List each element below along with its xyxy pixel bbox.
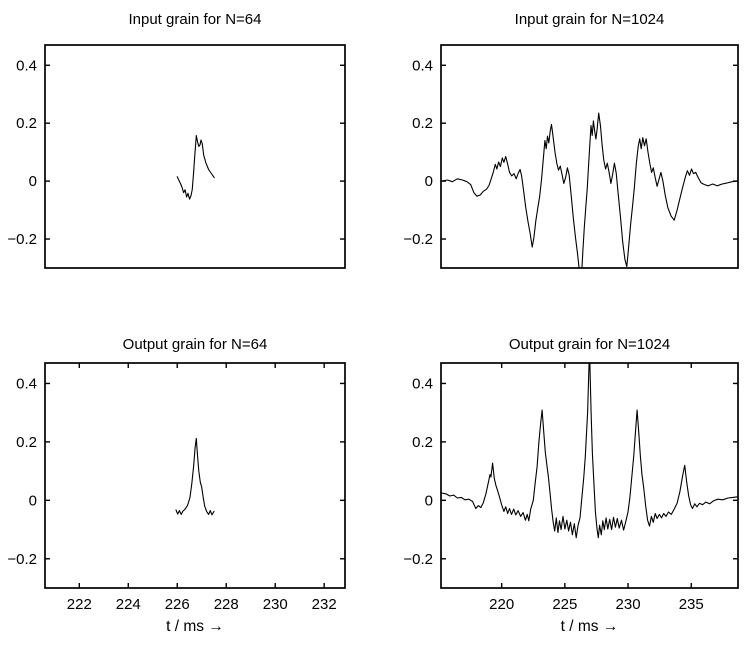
svg-text:0.4: 0.4	[412, 57, 433, 74]
subplot-output-n64: Output grain for N=64 222 224 226 228 230 232…	[0, 325, 374, 650]
svg-text:0.4: 0.4	[16, 375, 37, 392]
subplot-input-n64: Input grain for N=64 0.4 0.2 0 −0.2	[0, 0, 374, 325]
svg-text:0: 0	[425, 173, 433, 190]
plot-title: Input grain for N=1024	[514, 11, 665, 28]
svg-text:232: 232	[312, 596, 337, 613]
subplot-output-n1024: Output grain for N=1024 220 225 230 235 0.4 0…	[374, 325, 748, 650]
plot-title: Output grain for N=64	[122, 336, 268, 353]
x-axis-label: t / ms →	[166, 618, 224, 635]
svg-text:0: 0	[29, 173, 37, 190]
svg-text:0: 0	[425, 492, 433, 509]
svg-text:−0.2: −0.2	[7, 231, 37, 248]
plot-title: Input grain for N=64	[128, 11, 262, 28]
x-axis-label: t / ms →	[560, 618, 619, 635]
svg-text:224: 224	[116, 596, 141, 613]
svg-text:0.2: 0.2	[412, 115, 433, 132]
svg-text:228: 228	[214, 596, 239, 613]
svg-text:0.2: 0.2	[16, 115, 37, 132]
plot-title: Output grain for N=1024	[508, 336, 671, 353]
axes-output-n1024: 220 225 230 235 0.4 0.2 0 −0.2	[403, 362, 739, 613]
svg-text:0.4: 0.4	[16, 57, 37, 74]
svg-text:0.2: 0.2	[412, 434, 433, 451]
svg-text:−0.2: −0.2	[403, 231, 433, 248]
axes-input-n1024: 0.4 0.2 0 −0.2	[403, 44, 739, 269]
svg-text:0.2: 0.2	[16, 434, 37, 451]
svg-text:225: 225	[552, 596, 577, 613]
svg-text:0: 0	[29, 492, 37, 509]
svg-text:230: 230	[263, 596, 288, 613]
svg-text:−0.2: −0.2	[7, 551, 37, 568]
subplot-input-n1024: Input grain for N=1024 0.4 0.2 0 −0.2	[374, 0, 748, 325]
svg-text:0.4: 0.4	[412, 375, 433, 392]
svg-text:220: 220	[489, 596, 514, 613]
axes-input-n64: 0.4 0.2 0 −0.2	[7, 44, 346, 269]
axes-output-n64: 222 224 226 228 230 232 0.4 0.2 0 −0.2	[7, 362, 346, 613]
svg-text:235: 235	[679, 596, 704, 613]
svg-text:226: 226	[165, 596, 190, 613]
svg-text:222: 222	[67, 596, 92, 613]
svg-text:−0.2: −0.2	[403, 551, 433, 568]
svg-text:230: 230	[616, 596, 641, 613]
